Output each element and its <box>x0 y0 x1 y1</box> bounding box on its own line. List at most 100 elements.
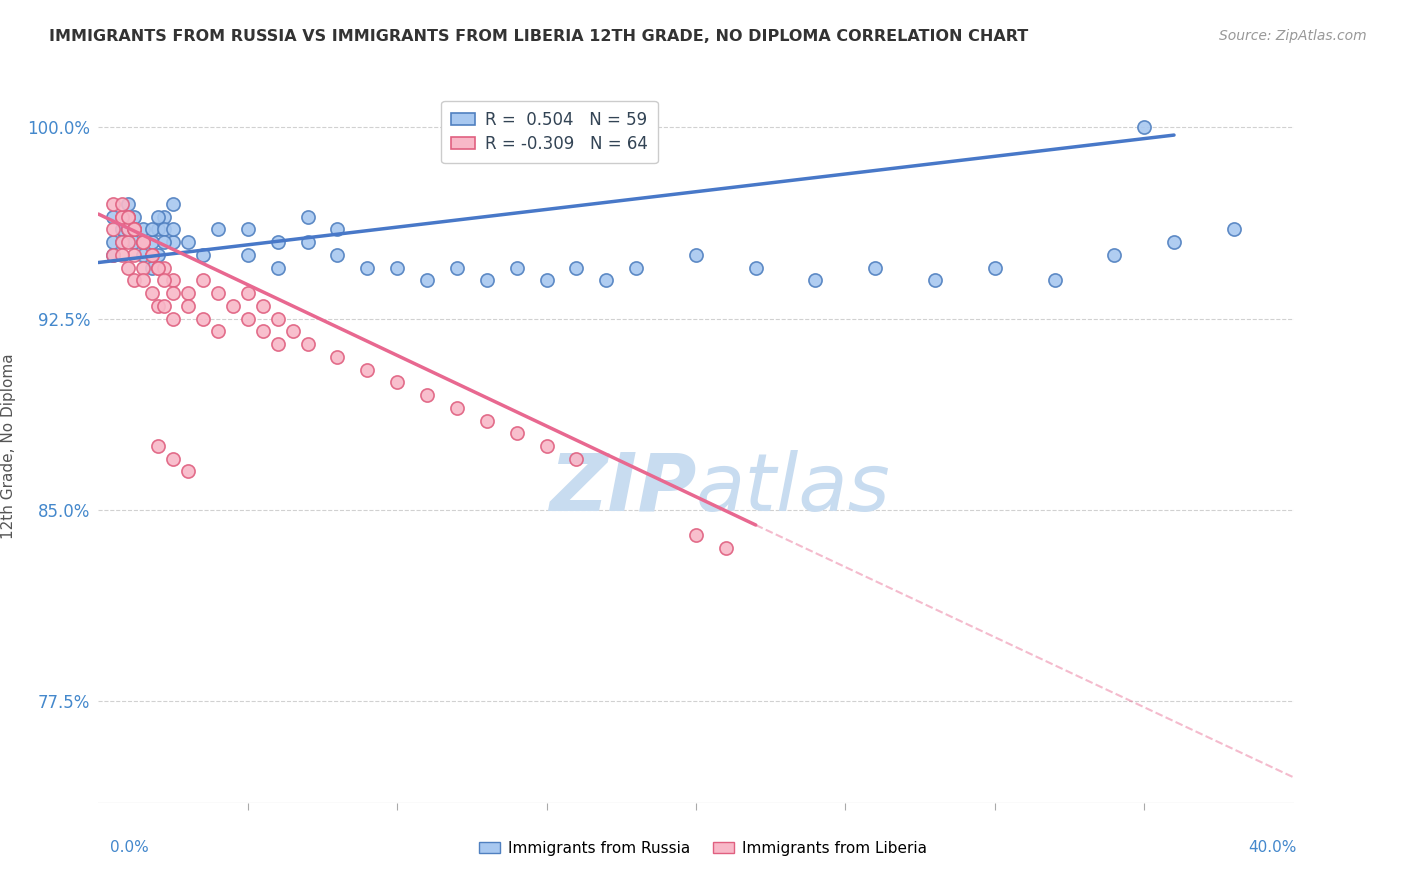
Legend: Immigrants from Russia, Immigrants from Liberia: Immigrants from Russia, Immigrants from … <box>472 835 934 862</box>
Point <box>124 222 146 236</box>
Point <box>117 260 139 275</box>
Point <box>153 235 176 249</box>
Point <box>103 248 125 262</box>
Point <box>326 222 349 236</box>
Point <box>153 273 176 287</box>
Point <box>117 210 139 224</box>
Point <box>222 299 245 313</box>
Point <box>297 337 319 351</box>
Point <box>141 286 163 301</box>
Point <box>124 222 146 236</box>
Point <box>141 248 163 262</box>
Point <box>177 465 200 479</box>
Text: atlas: atlas <box>696 450 891 528</box>
Point <box>117 222 139 236</box>
Point <box>1043 273 1066 287</box>
Text: ZIP: ZIP <box>548 450 696 528</box>
Point <box>565 451 588 466</box>
Point <box>132 222 155 236</box>
Point <box>153 210 176 224</box>
Point <box>191 248 214 262</box>
Point <box>924 273 946 287</box>
Point <box>153 260 176 275</box>
Point <box>1133 120 1156 135</box>
Point <box>236 248 259 262</box>
Point <box>132 235 155 249</box>
Point <box>267 337 290 351</box>
Point <box>124 273 146 287</box>
Point <box>141 235 163 249</box>
Point <box>162 273 184 287</box>
Point <box>207 324 229 338</box>
Text: Source: ZipAtlas.com: Source: ZipAtlas.com <box>1219 29 1367 43</box>
Point <box>207 222 229 236</box>
Point <box>236 222 259 236</box>
Point <box>506 260 529 275</box>
Point <box>385 376 409 390</box>
Point <box>446 401 468 415</box>
Point <box>132 235 155 249</box>
Text: IMMIGRANTS FROM RUSSIA VS IMMIGRANTS FROM LIBERIA 12TH GRADE, NO DIPLOMA CORRELA: IMMIGRANTS FROM RUSSIA VS IMMIGRANTS FRO… <box>49 29 1028 44</box>
Point <box>685 248 707 262</box>
Point <box>162 197 184 211</box>
Point <box>252 299 274 313</box>
Point <box>385 260 409 275</box>
Point <box>685 528 707 542</box>
Point <box>475 273 498 287</box>
Point <box>177 286 200 301</box>
Point <box>714 541 737 555</box>
Point <box>141 260 163 275</box>
Point <box>111 210 134 224</box>
Point <box>117 197 139 211</box>
Point <box>117 222 139 236</box>
Point <box>162 286 184 301</box>
Point <box>191 273 214 287</box>
Point <box>536 439 558 453</box>
Point <box>297 235 319 249</box>
Point <box>207 286 229 301</box>
Point <box>148 210 170 224</box>
Point <box>148 439 170 453</box>
Point <box>148 260 170 275</box>
Point <box>111 210 134 224</box>
Text: 40.0%: 40.0% <box>1249 840 1296 855</box>
Point <box>148 260 170 275</box>
Point <box>132 235 155 249</box>
Point <box>153 222 176 236</box>
Point <box>111 235 134 249</box>
Point <box>124 222 146 236</box>
Point <box>148 299 170 313</box>
Point <box>132 248 155 262</box>
Legend: R =  0.504   N = 59, R = -0.309   N = 64: R = 0.504 N = 59, R = -0.309 N = 64 <box>441 101 658 163</box>
Point <box>416 388 439 402</box>
Point <box>103 197 125 211</box>
Point <box>162 222 184 236</box>
Point <box>252 324 274 338</box>
Point <box>281 324 304 338</box>
Point <box>236 311 259 326</box>
Point <box>103 210 125 224</box>
Point <box>148 222 170 236</box>
Point <box>326 350 349 364</box>
Point <box>132 273 155 287</box>
Point <box>124 210 146 224</box>
Point <box>103 222 125 236</box>
Point <box>103 248 125 262</box>
Point <box>141 222 163 236</box>
Point <box>141 248 163 262</box>
Point <box>111 222 134 236</box>
Point <box>416 273 439 287</box>
Point <box>111 235 134 249</box>
Point <box>132 260 155 275</box>
Point <box>565 260 588 275</box>
Point <box>1223 222 1246 236</box>
Y-axis label: 12th Grade, No Diploma: 12th Grade, No Diploma <box>1 353 15 539</box>
Point <box>177 299 200 313</box>
Point <box>162 235 184 249</box>
Point <box>536 273 558 287</box>
Point <box>267 311 290 326</box>
Point <box>506 426 529 441</box>
Point <box>103 235 125 249</box>
Point <box>745 260 768 275</box>
Point <box>117 210 139 224</box>
